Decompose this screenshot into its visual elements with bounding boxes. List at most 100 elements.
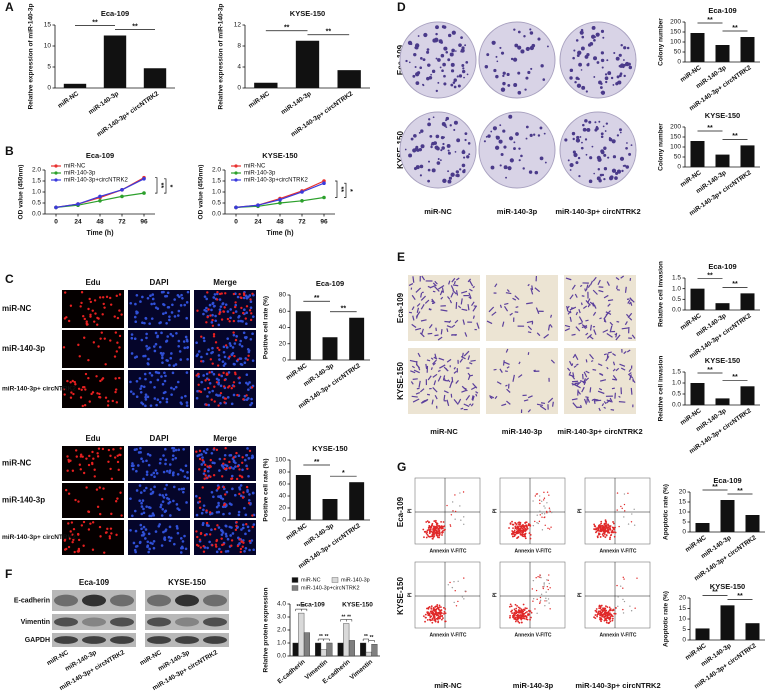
nucleus xyxy=(175,332,178,335)
event xyxy=(517,606,520,609)
nucleus xyxy=(130,352,134,355)
nucleus xyxy=(233,363,236,366)
edu-cell xyxy=(110,532,113,535)
nucleus xyxy=(164,311,168,315)
edu-cell xyxy=(69,530,72,533)
nucleus xyxy=(172,387,176,391)
invading-cell xyxy=(408,282,414,287)
column-label: miR-140-3p+ circNTRK2 xyxy=(557,427,642,436)
nucleus xyxy=(169,356,173,360)
event xyxy=(424,613,427,616)
event xyxy=(516,613,519,616)
colony xyxy=(442,178,447,184)
event xyxy=(549,587,551,589)
event xyxy=(599,607,602,610)
event xyxy=(437,527,440,530)
column-label: DAPI xyxy=(149,278,168,287)
event xyxy=(543,505,545,507)
nucleus xyxy=(150,317,154,320)
nucleus xyxy=(249,337,253,341)
row-label: miR-NC xyxy=(2,304,32,313)
event xyxy=(434,619,437,621)
invading-cell xyxy=(460,355,466,360)
invading-cell xyxy=(433,380,437,386)
nucleus xyxy=(183,346,187,350)
nucleus xyxy=(131,514,134,518)
invading-cell xyxy=(440,309,448,312)
invading-cell xyxy=(506,388,511,393)
colony xyxy=(427,179,430,183)
colony xyxy=(578,62,582,67)
edu-cell xyxy=(115,533,118,537)
nucleus xyxy=(148,371,152,375)
nucleus xyxy=(181,296,184,300)
nucleus xyxy=(149,380,152,384)
data-point xyxy=(142,191,146,195)
edu-cell xyxy=(238,376,241,379)
invading-cell xyxy=(531,285,534,291)
event xyxy=(603,523,606,526)
column-label: miR-NC xyxy=(430,427,458,436)
edu-cell xyxy=(95,375,98,378)
nucleus xyxy=(233,342,237,345)
event xyxy=(539,510,541,512)
invading-cell xyxy=(585,332,589,336)
significance-label: ** xyxy=(712,589,718,596)
edu-cell xyxy=(251,292,254,295)
nucleus xyxy=(217,504,220,507)
event xyxy=(433,525,435,528)
edu-cell xyxy=(75,455,78,458)
colony xyxy=(626,142,628,144)
edu-cell xyxy=(71,469,75,472)
colony xyxy=(539,126,543,130)
invading-cell xyxy=(506,366,510,369)
nucleus xyxy=(132,392,135,396)
invading-cell xyxy=(438,357,445,361)
edu-cell xyxy=(105,531,108,534)
event xyxy=(443,611,446,613)
colony xyxy=(608,137,613,142)
colony xyxy=(589,41,594,46)
invading-cell xyxy=(453,370,457,374)
nucleus xyxy=(173,298,176,301)
nucleus xyxy=(212,304,216,308)
edu-cell xyxy=(97,447,101,450)
invading-cell xyxy=(585,319,589,322)
edu-cell xyxy=(206,465,209,468)
nucleus xyxy=(217,501,220,505)
event xyxy=(520,618,523,621)
invading-cell xyxy=(549,323,553,328)
edu-cell xyxy=(248,309,252,312)
data-point xyxy=(300,199,304,203)
colony xyxy=(598,179,602,183)
edu-cell xyxy=(241,545,244,548)
event xyxy=(534,608,536,610)
event xyxy=(546,502,548,504)
y-tick-label: 0.0 xyxy=(672,402,681,409)
nucleus xyxy=(154,469,158,472)
nucleus xyxy=(173,542,176,546)
event xyxy=(463,523,465,525)
edu-cell xyxy=(71,379,74,383)
event xyxy=(601,610,604,613)
bar xyxy=(295,311,311,360)
colony xyxy=(419,164,424,169)
edu-cell xyxy=(251,525,254,529)
colony xyxy=(442,25,447,29)
colony xyxy=(517,30,521,34)
colony xyxy=(413,52,417,57)
nucleus xyxy=(249,300,253,304)
invading-cell xyxy=(587,398,591,403)
invading-cell xyxy=(585,359,588,363)
event xyxy=(524,522,527,524)
nucleus xyxy=(134,320,138,323)
bar xyxy=(348,640,355,657)
edu-cell xyxy=(250,312,253,315)
invading-cell xyxy=(451,324,456,329)
nucleus xyxy=(224,524,228,528)
event xyxy=(547,527,549,530)
data-point xyxy=(234,205,238,210)
blot-row-label: GAPDH xyxy=(25,637,50,644)
nucleus xyxy=(172,449,176,453)
